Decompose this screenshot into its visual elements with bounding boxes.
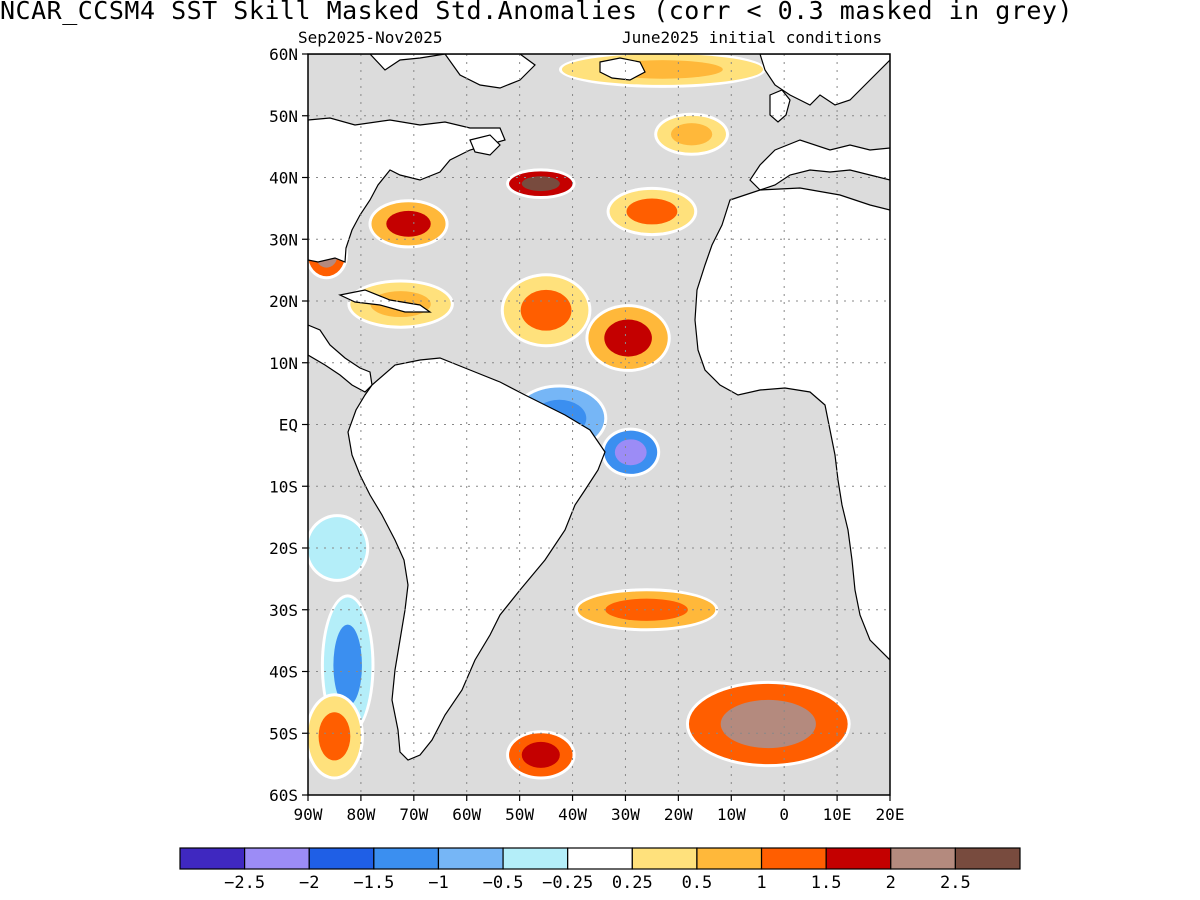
lon-tick-label: 60W <box>452 805 481 824</box>
newfoundland-landmass <box>469 134 501 156</box>
colorbar-swatch <box>890 847 956 870</box>
lon-tick-label: 20E <box>876 805 905 824</box>
grid-lines <box>308 54 890 795</box>
british-isles-landmass <box>769 89 791 123</box>
colorbar-label: 0.5 <box>682 873 713 893</box>
lon-tick-label: 20W <box>664 805 693 824</box>
lon-tick-label: 0 <box>779 805 789 824</box>
colorbar-label: −0.5 <box>483 873 524 893</box>
lon-tick-label: 80W <box>346 805 375 824</box>
anomaly-patch <box>654 112 729 156</box>
caribbean-islands <box>338 289 432 313</box>
lon-tick-label: 40W <box>558 805 587 824</box>
colorbar-swatch <box>825 847 892 870</box>
colorbar-label: 0.25 <box>612 873 653 893</box>
anomaly-patch <box>368 199 449 249</box>
lat-tick-label: 30S <box>269 601 298 620</box>
lon-tick-label: 10W <box>717 805 746 824</box>
lat-tick-label: 20N <box>269 292 298 311</box>
colorbar-swatch <box>567 847 633 870</box>
colorbar-label: −1.5 <box>353 873 394 893</box>
colorbar-swatch <box>437 847 504 870</box>
lat-tick-label: 50N <box>269 107 298 126</box>
colorbar-label: −2.5 <box>224 873 265 893</box>
plot-area <box>308 54 890 795</box>
forecast-period: Sep2025-Nov2025 <box>298 28 443 47</box>
lat-tick-label: 50S <box>269 724 298 743</box>
anomaly-patch <box>606 186 698 237</box>
lon-tick-label: 90W <box>294 805 323 824</box>
colorbar-label: 2 <box>886 873 896 893</box>
map-title: NCAR_CCSM4 SST Skill Masked Std.Anomalie… <box>0 0 1074 25</box>
anomaly-patch <box>585 304 671 372</box>
lon-tick-label: 50W <box>505 805 534 824</box>
south-america-landmass <box>347 357 606 761</box>
colorbar-swatch <box>696 847 763 870</box>
colorbar-swatch <box>631 847 698 870</box>
anomaly-patch <box>506 730 576 780</box>
lat-tick-label: 10S <box>269 477 298 496</box>
lat-tick-label: 20S <box>269 539 298 558</box>
anomaly-patch <box>685 680 851 768</box>
europe-landmass <box>749 54 890 191</box>
lat-tick-label: 10N <box>269 354 298 373</box>
colorbar-swatch <box>179 847 246 870</box>
north-america-landmass <box>308 54 506 263</box>
lat-tick-label: 60N <box>269 45 298 64</box>
colorbar-swatch <box>954 847 1021 870</box>
colorbar-swatch <box>502 847 569 870</box>
anomaly-patch <box>500 273 592 348</box>
colorbar-label: −1 <box>428 873 448 893</box>
colorbar-swatch <box>373 847 440 870</box>
iceland-landmass <box>599 57 646 81</box>
colorbar-swatch <box>244 847 310 870</box>
colorbar-label: 1.5 <box>811 873 842 893</box>
colorbar-label: −0.25 <box>542 873 593 893</box>
colorbar-swatch <box>760 847 827 870</box>
lat-tick-label: EQ <box>279 416 298 435</box>
anomaly-patch <box>574 588 719 632</box>
latitude-axis: 60N 50N 40N 30N 20N 10N EQ 10S 20S 30S 40S 50S 60S <box>269 45 308 805</box>
lat-tick-label: 30N <box>269 230 298 249</box>
colorbar-label: 1 <box>756 873 766 893</box>
lat-tick-label: 40S <box>269 663 298 682</box>
colorbar-label: −2 <box>299 873 319 893</box>
initial-conditions: June2025 initial conditions <box>622 28 883 47</box>
lat-tick-label: 60S <box>269 786 298 805</box>
colorbar-label: 2.5 <box>940 873 971 893</box>
greenland-landmass <box>444 54 536 89</box>
lon-tick-label: 10E <box>823 805 852 824</box>
anomaly-patch <box>601 427 661 477</box>
anomaly-patch <box>308 514 370 582</box>
lat-tick-label: 40N <box>269 169 298 188</box>
lon-tick-label: 70W <box>399 805 428 824</box>
colorbar: −2.5 −2 −1.5 −1 −0.5 −0.25 0.25 0.5 1 1.5 2 2.5 <box>179 847 1021 893</box>
africa-landmass <box>694 187 890 661</box>
lon-tick-label: 30W <box>611 805 640 824</box>
anomaly-patch <box>308 693 364 780</box>
land-layer <box>308 54 890 761</box>
anomaly-patch <box>558 54 766 88</box>
anomaly-patch <box>506 168 576 200</box>
colorbar-swatch <box>308 847 375 870</box>
longitude-axis: 90W 80W 70W 60W 50W 40W 30W 20W 10W 0 10E 20E <box>294 795 905 824</box>
